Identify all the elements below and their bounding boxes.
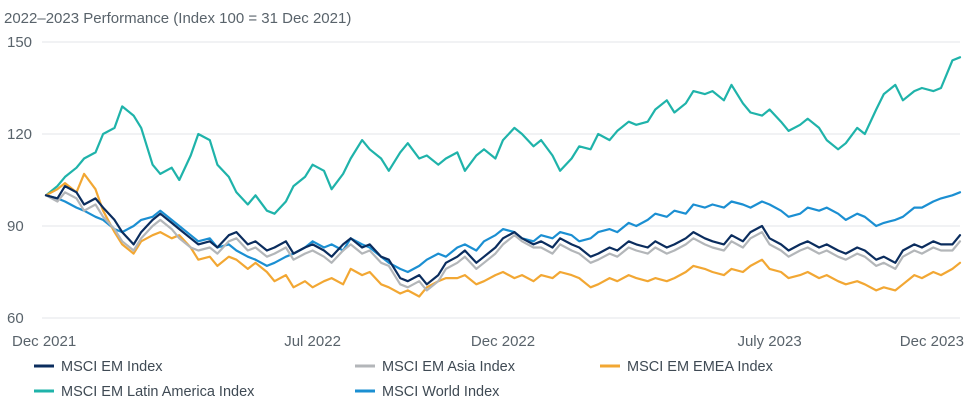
series-lines <box>44 56 962 298</box>
legend-label: MSCI EM Latin America Index <box>61 384 255 400</box>
series-line-msci-em-emea-index <box>44 172 962 298</box>
series-line-msci-em-latin-america-index <box>44 56 962 215</box>
legend-label: MSCI EM Asia Index <box>382 359 516 375</box>
x-tick-label: Dec 2023 <box>900 333 964 350</box>
y-tick-label: 120 <box>7 126 32 143</box>
series-line-msci-world-index <box>44 191 962 274</box>
x-axis-ticks: Dec 2021 Jul 2022 Dec 2022 July 2023 Dec 202… <box>12 333 964 350</box>
chart-title: 2022–2023 Performance (Index 100 = 31 De… <box>4 10 351 27</box>
x-tick-label: July 2023 <box>737 333 801 350</box>
legend-label: MSCI EM Index <box>61 359 163 375</box>
y-tick-label: 60 <box>7 310 24 327</box>
x-tick-label: Jul 2022 <box>284 333 341 350</box>
y-tick-label: 150 <box>7 34 32 51</box>
legend-label: MSCI EM EMEA Index <box>627 359 774 375</box>
y-axis-ticks: 60 90 120 150 <box>7 34 32 327</box>
x-tick-label: Dec 2021 <box>12 333 76 350</box>
legend-label: MSCI World Index <box>382 384 500 400</box>
series-line-msci-em-asia-index <box>44 191 962 292</box>
series-line-msci-em-index <box>44 185 962 286</box>
x-tick-label: Dec 2022 <box>471 333 535 350</box>
gridlines <box>42 41 960 319</box>
legend: MSCI EM Index MSCI EM Asia Index MSCI EM E… <box>34 359 774 400</box>
y-tick-label: 90 <box>7 218 24 235</box>
